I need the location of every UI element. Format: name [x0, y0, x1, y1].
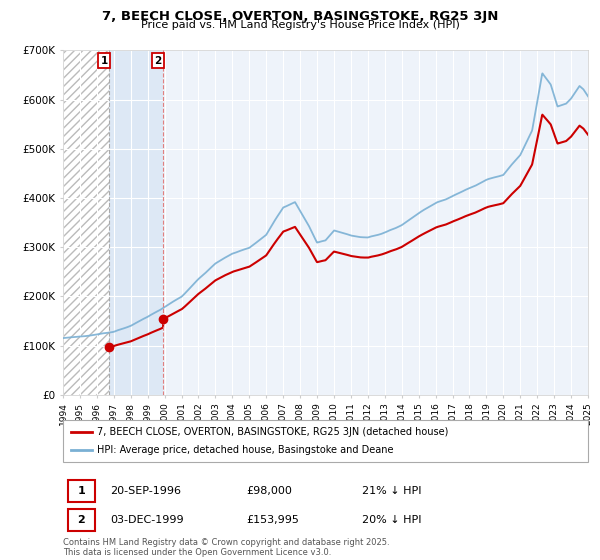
- Text: Contains HM Land Registry data © Crown copyright and database right 2025.
This d: Contains HM Land Registry data © Crown c…: [63, 538, 389, 557]
- Text: 20% ↓ HPI: 20% ↓ HPI: [362, 515, 422, 525]
- Text: Price paid vs. HM Land Registry's House Price Index (HPI): Price paid vs. HM Land Registry's House …: [140, 20, 460, 30]
- Text: 1: 1: [77, 486, 85, 496]
- Bar: [109, 50, 163, 395]
- Text: £153,995: £153,995: [247, 515, 299, 525]
- FancyBboxPatch shape: [68, 479, 95, 502]
- Text: HPI: Average price, detached house, Basingstoke and Deane: HPI: Average price, detached house, Basi…: [97, 445, 394, 455]
- FancyBboxPatch shape: [68, 509, 95, 531]
- Text: 21% ↓ HPI: 21% ↓ HPI: [362, 486, 422, 496]
- Text: 20-SEP-1996: 20-SEP-1996: [110, 486, 181, 496]
- Bar: [63, 50, 109, 395]
- Text: 2: 2: [155, 55, 162, 66]
- Text: 1: 1: [100, 55, 107, 66]
- Text: £98,000: £98,000: [247, 486, 293, 496]
- Text: 03-DEC-1999: 03-DEC-1999: [110, 515, 184, 525]
- Text: 7, BEECH CLOSE, OVERTON, BASINGSTOKE, RG25 3JN: 7, BEECH CLOSE, OVERTON, BASINGSTOKE, RG…: [102, 10, 498, 22]
- Text: 2: 2: [77, 515, 85, 525]
- Text: 7, BEECH CLOSE, OVERTON, BASINGSTOKE, RG25 3JN (detached house): 7, BEECH CLOSE, OVERTON, BASINGSTOKE, RG…: [97, 427, 449, 437]
